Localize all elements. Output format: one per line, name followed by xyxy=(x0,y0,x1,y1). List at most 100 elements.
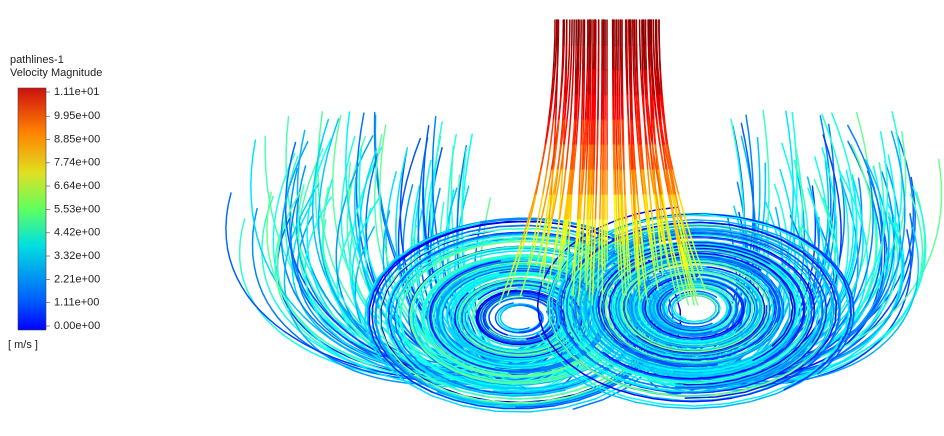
vortex-line xyxy=(455,289,475,327)
vortex-line xyxy=(657,317,676,330)
jet-line xyxy=(616,169,619,196)
vortex-line xyxy=(432,274,459,302)
vortex-line xyxy=(778,273,798,325)
jet-line xyxy=(511,244,522,271)
vortex-line xyxy=(671,290,695,300)
jet-line xyxy=(569,94,573,121)
vortex-line xyxy=(622,324,683,356)
jet-line xyxy=(619,194,622,221)
pathline xyxy=(887,154,897,229)
pathline xyxy=(894,265,913,310)
vortex-line xyxy=(659,369,816,407)
jet-line xyxy=(591,94,594,121)
pathline xyxy=(390,314,422,348)
vortex-line xyxy=(790,232,843,275)
vortex-line xyxy=(575,326,623,368)
jet-line xyxy=(623,269,627,296)
vortex-line xyxy=(517,238,584,249)
jet-line xyxy=(577,44,580,71)
vortex-line xyxy=(729,287,744,303)
vortex-line xyxy=(595,250,646,291)
vortex-line xyxy=(627,318,678,350)
vortex-line xyxy=(597,276,611,315)
vortex-line xyxy=(367,281,379,339)
vortex-line xyxy=(617,273,640,320)
vortex-line xyxy=(461,266,538,284)
jet-line xyxy=(555,119,560,146)
jet-line xyxy=(648,69,652,96)
jet-line xyxy=(620,69,623,96)
vortex-line xyxy=(452,265,531,289)
vortex-line xyxy=(671,298,678,312)
jet-line xyxy=(640,69,644,96)
pathline xyxy=(863,232,869,286)
vortex-line xyxy=(797,236,852,316)
vortex-line xyxy=(517,325,538,332)
vortex-line xyxy=(730,363,812,399)
jet-line xyxy=(657,69,662,96)
vortex-line xyxy=(781,268,805,309)
jet-line xyxy=(584,244,587,271)
jet-line xyxy=(561,219,567,246)
vortex-line xyxy=(702,282,736,301)
vortex-line xyxy=(704,214,837,272)
jet-line xyxy=(581,169,585,196)
pathline xyxy=(395,147,409,220)
vortex-line xyxy=(740,301,745,320)
jet-line xyxy=(655,44,658,71)
jet-line xyxy=(684,219,695,246)
vortex-line xyxy=(380,288,418,376)
vortex-line xyxy=(396,309,425,365)
jet-line xyxy=(660,194,667,221)
vortex-line xyxy=(623,300,651,342)
vortex-line xyxy=(413,250,458,282)
vortex-line xyxy=(388,246,448,309)
pathline xyxy=(909,193,924,253)
jet-line xyxy=(654,69,659,96)
jet-line xyxy=(574,69,577,96)
jet-line xyxy=(659,69,663,96)
jet-line xyxy=(644,94,649,121)
jet-line xyxy=(626,269,630,286)
jet-line xyxy=(653,44,656,71)
jet-line xyxy=(577,94,581,121)
vortex-line xyxy=(806,277,820,322)
jet-line xyxy=(615,194,618,221)
jet-line xyxy=(658,194,664,221)
jet-line xyxy=(683,244,693,271)
jet-line xyxy=(529,194,537,221)
pathline xyxy=(355,226,375,278)
pathline xyxy=(813,178,835,242)
vortex-line xyxy=(440,260,515,292)
pathline xyxy=(280,212,287,273)
vortex-line xyxy=(746,308,759,332)
vortex-line xyxy=(644,290,654,323)
jet-line xyxy=(613,144,617,171)
pathline xyxy=(296,267,327,314)
jet-line xyxy=(587,194,591,221)
vortex-line xyxy=(482,280,541,290)
pathline xyxy=(902,278,919,322)
pathline xyxy=(310,315,352,349)
vortex-line xyxy=(386,229,496,291)
jet-line xyxy=(501,269,513,296)
pathline xyxy=(305,327,349,361)
vortex-line xyxy=(607,351,658,373)
jet-line xyxy=(540,194,548,221)
vortex-line xyxy=(654,287,669,304)
jet-line xyxy=(622,244,626,271)
vortex-line xyxy=(479,271,530,282)
vortex-line xyxy=(595,334,662,372)
pathline xyxy=(901,131,907,206)
jet-line xyxy=(650,119,654,146)
jet-line xyxy=(506,269,517,296)
vortex-line xyxy=(629,338,694,359)
vortex-line xyxy=(499,269,541,274)
jet-line xyxy=(630,144,634,171)
jet-line xyxy=(579,169,584,196)
vortex-line xyxy=(571,354,708,397)
vortex-line xyxy=(488,311,493,327)
jet-line xyxy=(681,219,691,246)
vortex-line xyxy=(741,241,803,278)
vortex-line xyxy=(648,334,699,348)
